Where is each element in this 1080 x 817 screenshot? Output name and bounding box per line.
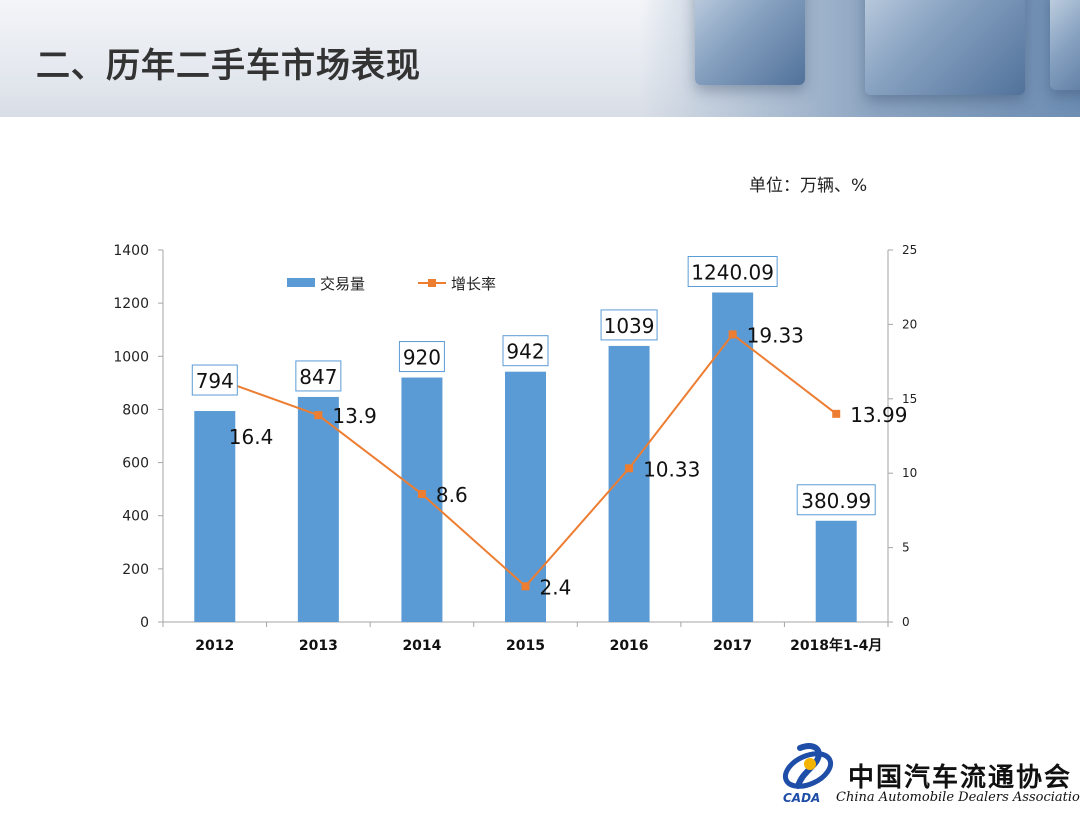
bar-2018年1-4月: [815, 520, 857, 622]
logo-name-cn: 中国汽车流通协会: [848, 763, 1073, 793]
bar-value-label-box: [398, 341, 445, 373]
growth-value-label: 10.33: [643, 457, 700, 481]
header-cube-right: [1050, 0, 1080, 90]
page-title: 二、历年二手车市场表现: [36, 46, 421, 86]
legend-bar-swatch: [287, 278, 315, 287]
growth-value-label: 16.4: [229, 425, 274, 449]
y-left-tick-label: 1200: [113, 296, 149, 312]
growth-rate-point: [728, 330, 737, 339]
growth-value-label: 13.99: [850, 403, 907, 427]
x-tick-label: 2015: [506, 638, 545, 654]
y-left-tick-label: 600: [122, 456, 149, 472]
x-tick-label: 2017: [713, 638, 752, 654]
bar-2013: [297, 396, 339, 622]
y-left-tick-label: 200: [122, 562, 149, 578]
y-right-tick-label: 25: [902, 243, 917, 257]
y-right-tick-label: 15: [902, 392, 917, 406]
growth-rate-point: [314, 411, 323, 420]
growth-rate-point: [417, 490, 426, 499]
legend-line-label: 增长率: [451, 275, 496, 293]
bar-value-label-box: [796, 484, 876, 516]
unit-note: 单位：万辆、%: [749, 176, 868, 196]
bar-value-label: 794: [196, 369, 234, 393]
bar-value-label: 1240.09: [691, 260, 774, 284]
y-right-tick-label: 10: [902, 466, 917, 480]
bar-value-label: 380.99: [801, 489, 871, 513]
growth-rate-point: [625, 464, 634, 473]
bar-value-label-box: [191, 364, 238, 396]
bar-2017: [712, 292, 754, 622]
y-left-tick-label: 1000: [113, 349, 149, 365]
header-cube-left: [695, 0, 805, 85]
y-right-tick-label: 20: [902, 317, 917, 331]
bar-value-label: 847: [299, 365, 337, 389]
header-band: 二、历年二手车市场表现: [0, 0, 1080, 117]
header-cube-middle: [865, 0, 1025, 95]
bar-value-label-box: [687, 255, 778, 287]
header-photo: [640, 0, 1080, 117]
logo-name-en: China Automobile Dealers Association: [836, 790, 1080, 805]
bar-value-label: 920: [403, 346, 441, 370]
bar-value-label-box: [295, 360, 342, 392]
bar-value-label: 1039: [604, 314, 655, 338]
y-left-tick-label: 1400: [113, 243, 149, 259]
x-tick-label: 2013: [299, 638, 338, 654]
growth-value-label: 13.9: [332, 404, 377, 428]
growth-value-label: 19.33: [747, 323, 804, 347]
y-right-tick-label: 0: [902, 615, 910, 629]
x-tick-label: 2018年1-4月: [790, 637, 882, 654]
cada-logo-icon: [782, 742, 834, 789]
x-tick-label: 2016: [610, 638, 649, 654]
legend-line-marker: [428, 279, 436, 287]
bar-value-label-box: [502, 335, 549, 367]
bar-value-label: 942: [506, 340, 544, 364]
y-left-tick-label: 800: [122, 402, 149, 418]
y-left-tick-label: 400: [122, 509, 149, 525]
cada-abbr: CADA: [783, 791, 821, 805]
growth-rate-point: [832, 409, 841, 418]
bar-2015: [505, 371, 546, 622]
growth-rate-point: [521, 582, 530, 591]
x-tick-label: 2014: [402, 638, 441, 654]
bar-value-label-box: [600, 309, 658, 341]
bar-2012: [194, 411, 236, 622]
growth-value-label: 8.6: [436, 483, 468, 507]
growth-value-label: 2.4: [540, 575, 572, 599]
y-left-tick-label: 0: [140, 615, 149, 631]
y-right-tick-label: 5: [902, 541, 910, 555]
legend-bar-label: 交易量: [320, 275, 365, 293]
bar-2014: [401, 377, 443, 622]
x-tick-label: 2012: [195, 638, 234, 654]
